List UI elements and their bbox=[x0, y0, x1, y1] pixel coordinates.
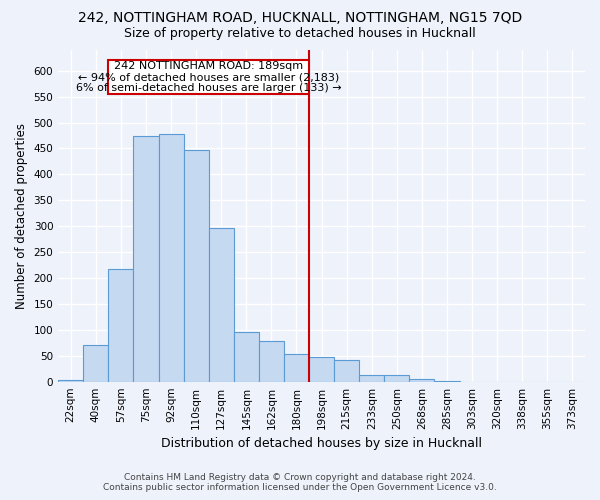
Bar bbox=[209, 228, 234, 382]
Bar bbox=[309, 357, 334, 382]
X-axis label: Distribution of detached houses by size in Hucknall: Distribution of detached houses by size … bbox=[161, 437, 482, 450]
Text: 6% of semi-detached houses are larger (133) →: 6% of semi-detached houses are larger (1… bbox=[76, 84, 341, 94]
Bar bbox=[83, 346, 109, 382]
Text: ← 94% of detached houses are smaller (2,183): ← 94% of detached houses are smaller (2,… bbox=[78, 72, 340, 82]
Bar bbox=[109, 60, 309, 94]
Bar bbox=[385, 376, 409, 382]
Bar bbox=[133, 136, 158, 382]
Y-axis label: Number of detached properties: Number of detached properties bbox=[15, 123, 28, 309]
Bar bbox=[234, 332, 259, 382]
Text: Size of property relative to detached houses in Hucknall: Size of property relative to detached ho… bbox=[124, 28, 476, 40]
Bar bbox=[409, 379, 434, 382]
Bar bbox=[109, 268, 133, 382]
Bar bbox=[259, 342, 284, 382]
Text: 242 NOTTINGHAM ROAD: 189sqm: 242 NOTTINGHAM ROAD: 189sqm bbox=[114, 61, 303, 71]
Text: 242, NOTTINGHAM ROAD, HUCKNALL, NOTTINGHAM, NG15 7QD: 242, NOTTINGHAM ROAD, HUCKNALL, NOTTINGH… bbox=[78, 12, 522, 26]
Bar bbox=[158, 134, 184, 382]
Bar bbox=[284, 354, 309, 382]
Bar bbox=[434, 380, 460, 382]
Bar bbox=[359, 376, 385, 382]
Text: Contains HM Land Registry data © Crown copyright and database right 2024.
Contai: Contains HM Land Registry data © Crown c… bbox=[103, 473, 497, 492]
Bar bbox=[184, 150, 209, 382]
Bar bbox=[334, 360, 359, 382]
Bar bbox=[58, 380, 83, 382]
